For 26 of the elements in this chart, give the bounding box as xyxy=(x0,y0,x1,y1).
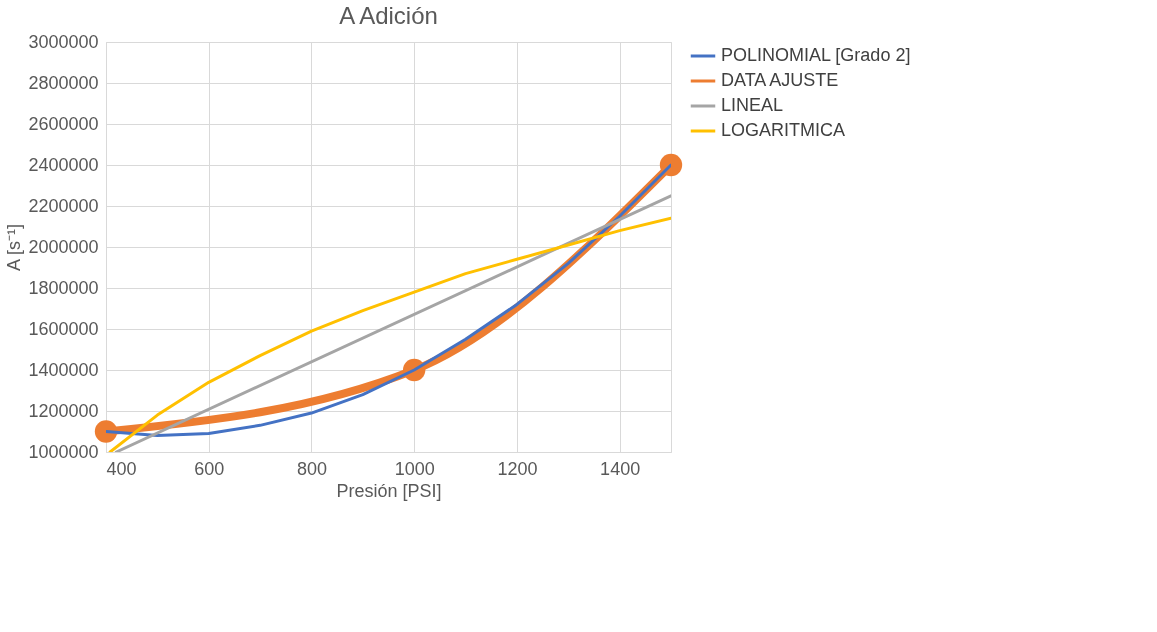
y-tick-label: 2200000 xyxy=(28,195,99,216)
y-tick-label: 1000000 xyxy=(28,441,99,462)
y-tick-label: 1400000 xyxy=(28,359,99,380)
y-tick-label: 2000000 xyxy=(28,236,99,257)
y-tick-label: 1600000 xyxy=(28,318,99,339)
x-tick-label: 400 xyxy=(106,458,137,479)
y-tick-label: 1800000 xyxy=(28,277,99,298)
y-axis-title: A [s⁻¹] xyxy=(4,223,25,272)
x-axis-title: Presión [PSI] xyxy=(336,480,442,501)
y-tick-label: 2600000 xyxy=(28,113,99,134)
legend-label: DATA AJUSTE xyxy=(721,70,839,90)
y-tick-label: 1200000 xyxy=(28,400,99,421)
legend-label: LOGARITMICA xyxy=(721,120,846,140)
legend-label: POLINOMIAL [Grado 2] xyxy=(721,45,911,65)
x-tick-label: 600 xyxy=(194,458,225,479)
x-tick-label: 800 xyxy=(296,458,327,479)
x-tick-label: 1400 xyxy=(600,458,641,479)
y-tick-label: 3000000 xyxy=(28,31,99,52)
y-tick-label: 2400000 xyxy=(28,154,99,175)
x-tick-label: 1000 xyxy=(394,458,435,479)
y-tick-label: 2800000 xyxy=(28,72,99,93)
x-tick-label: 1200 xyxy=(497,458,538,479)
point xyxy=(659,153,683,177)
legend-label: LINEAL xyxy=(721,95,784,115)
point xyxy=(94,420,118,443)
chart-title: A Adición xyxy=(339,2,438,29)
